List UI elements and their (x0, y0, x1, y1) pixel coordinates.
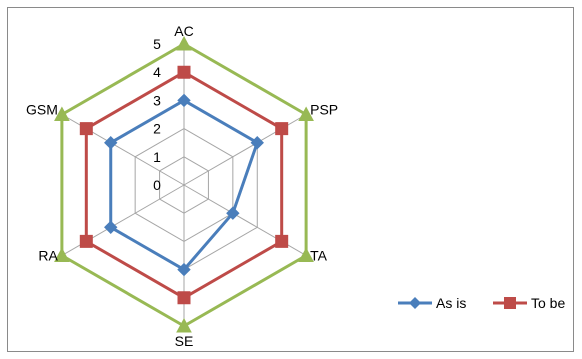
radar-grid (62, 44, 306, 326)
axis-label-ta: TA (310, 248, 328, 264)
legend-label-as-is: As is (436, 295, 466, 311)
point-outer-se (177, 319, 191, 332)
point-as-is-ac (178, 94, 190, 106)
axis-label-psp: PSP (310, 102, 338, 118)
point-to-be-ac (178, 66, 190, 78)
point-to-be-gsm (80, 123, 92, 135)
tick-label-0: 0 (153, 177, 161, 193)
legend-marker-as-is (409, 297, 421, 309)
tick-label-4: 4 (153, 64, 161, 80)
tick-label-1: 1 (153, 149, 161, 165)
tick-label-5: 5 (153, 36, 161, 52)
point-as-is-gsm (105, 137, 117, 149)
axis-label-ra: RA (38, 248, 58, 264)
tick-label-2: 2 (153, 121, 161, 137)
point-to-be-ta (276, 235, 288, 247)
point-as-is-psp (251, 137, 263, 149)
point-to-be-ra (80, 235, 92, 247)
legend-marker-to-be (504, 297, 516, 309)
axis-label-se: SE (175, 333, 194, 349)
legend-label-to-be: To be (531, 295, 565, 311)
tick-label-3: 3 (153, 92, 161, 108)
legend: As is To be (398, 295, 565, 311)
axis-label-ac: AC (174, 23, 193, 39)
legend-entry-to-be: To be (493, 295, 565, 311)
legend-entry-as-is: As is (398, 295, 466, 311)
axis-label-gsm: GSM (26, 102, 58, 118)
point-to-be-se (178, 292, 190, 304)
point-to-be-psp (276, 123, 288, 135)
point-as-is-ra (105, 221, 117, 233)
